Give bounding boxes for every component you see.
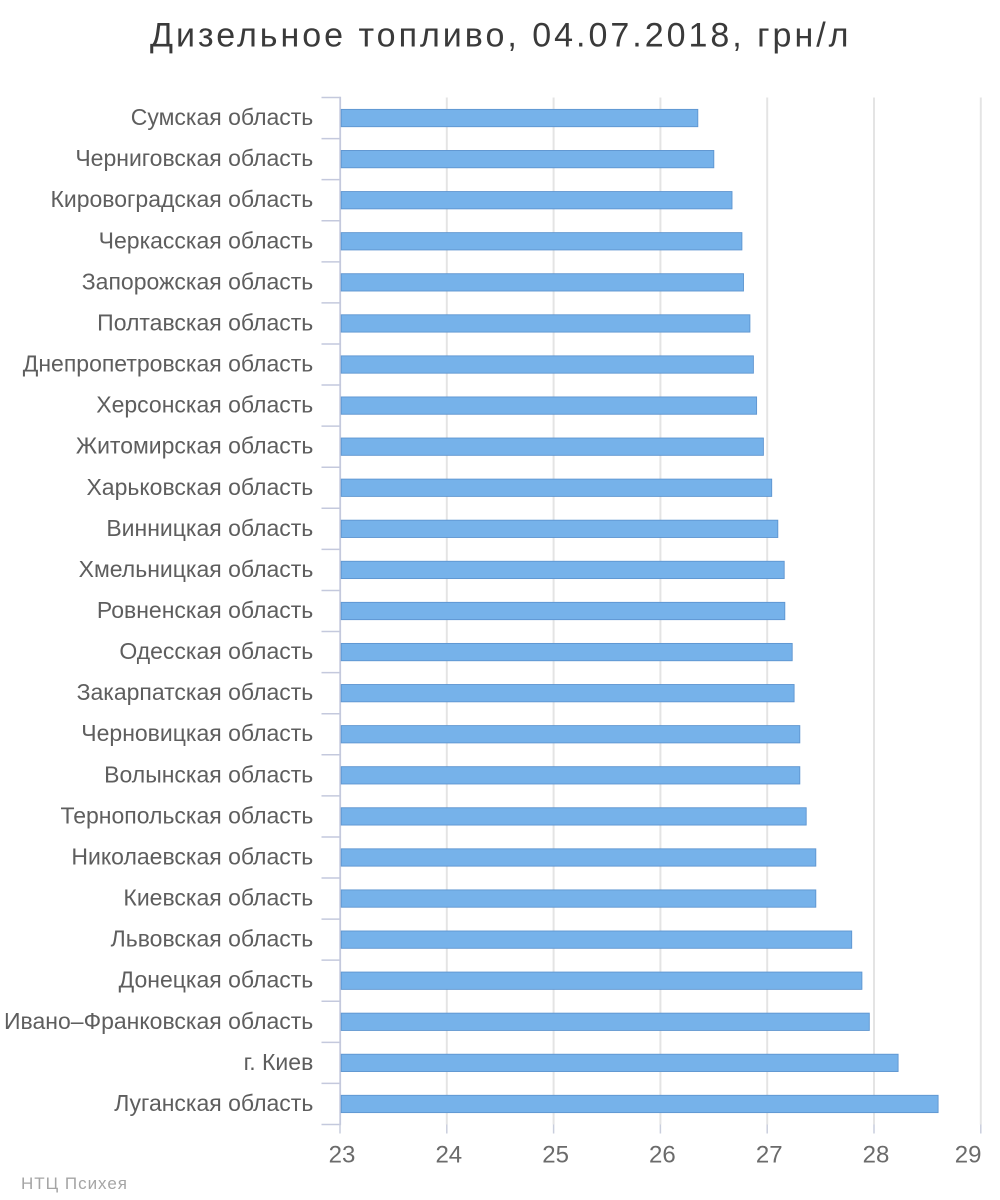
svg-text:Запорожская область: Запорожская область	[82, 268, 314, 294]
svg-text:Черкасская область: Черкасская область	[99, 227, 314, 253]
svg-text:28: 28	[863, 1142, 890, 1169]
svg-text:НТЦ Психея: НТЦ Психея	[21, 1174, 127, 1193]
svg-text:Донецкая область: Донецкая область	[119, 967, 314, 993]
svg-text:27: 27	[756, 1142, 783, 1169]
svg-text:29: 29	[955, 1142, 982, 1169]
svg-text:Хмельницкая область: Хмельницкая область	[79, 556, 314, 582]
svg-text:Полтавская область: Полтавская область	[97, 309, 313, 335]
svg-text:Дизельное топливо, 04.07.2018,: Дизельное топливо, 04.07.2018, грн/л	[150, 17, 849, 55]
svg-text:Черниговская область: Черниговская область	[75, 145, 313, 171]
svg-text:Херсонская область: Херсонская область	[96, 392, 313, 418]
svg-text:Киевская область: Киевская область	[123, 885, 313, 911]
svg-text:Ровненская область: Ровненская область	[97, 597, 313, 623]
svg-text:Сумская область: Сумская область	[131, 104, 314, 130]
svg-text:Ивано–Франковская область: Ивано–Франковская область	[4, 1008, 313, 1034]
svg-text:Черновицкая область: Черновицкая область	[81, 720, 313, 746]
svg-text:23: 23	[329, 1142, 356, 1169]
svg-text:26: 26	[649, 1142, 676, 1169]
svg-text:г. Киев: г. Киев	[244, 1049, 314, 1075]
svg-text:Днепропетровская область: Днепропетровская область	[23, 351, 314, 377]
svg-text:Волынская область: Волынская область	[104, 761, 313, 787]
svg-text:Тернопольская область: Тернопольская область	[60, 802, 313, 828]
svg-text:Житомирская область: Житомирская область	[76, 433, 313, 459]
svg-text:Луганская область: Луганская область	[114, 1090, 313, 1116]
svg-text:Винницкая область: Винницкая область	[106, 515, 313, 541]
svg-text:Николаевская область: Николаевская область	[71, 843, 313, 869]
svg-text:Харьковская область: Харьковская область	[86, 474, 313, 500]
svg-text:24: 24	[435, 1142, 462, 1169]
svg-text:Закарпатская область: Закарпатская область	[77, 679, 314, 705]
svg-text:25: 25	[542, 1142, 569, 1169]
svg-text:Львовская область: Львовская область	[111, 926, 314, 952]
svg-text:Одесская область: Одесская область	[119, 638, 313, 664]
svg-text:Кировоградская область: Кировоградская область	[50, 186, 313, 212]
